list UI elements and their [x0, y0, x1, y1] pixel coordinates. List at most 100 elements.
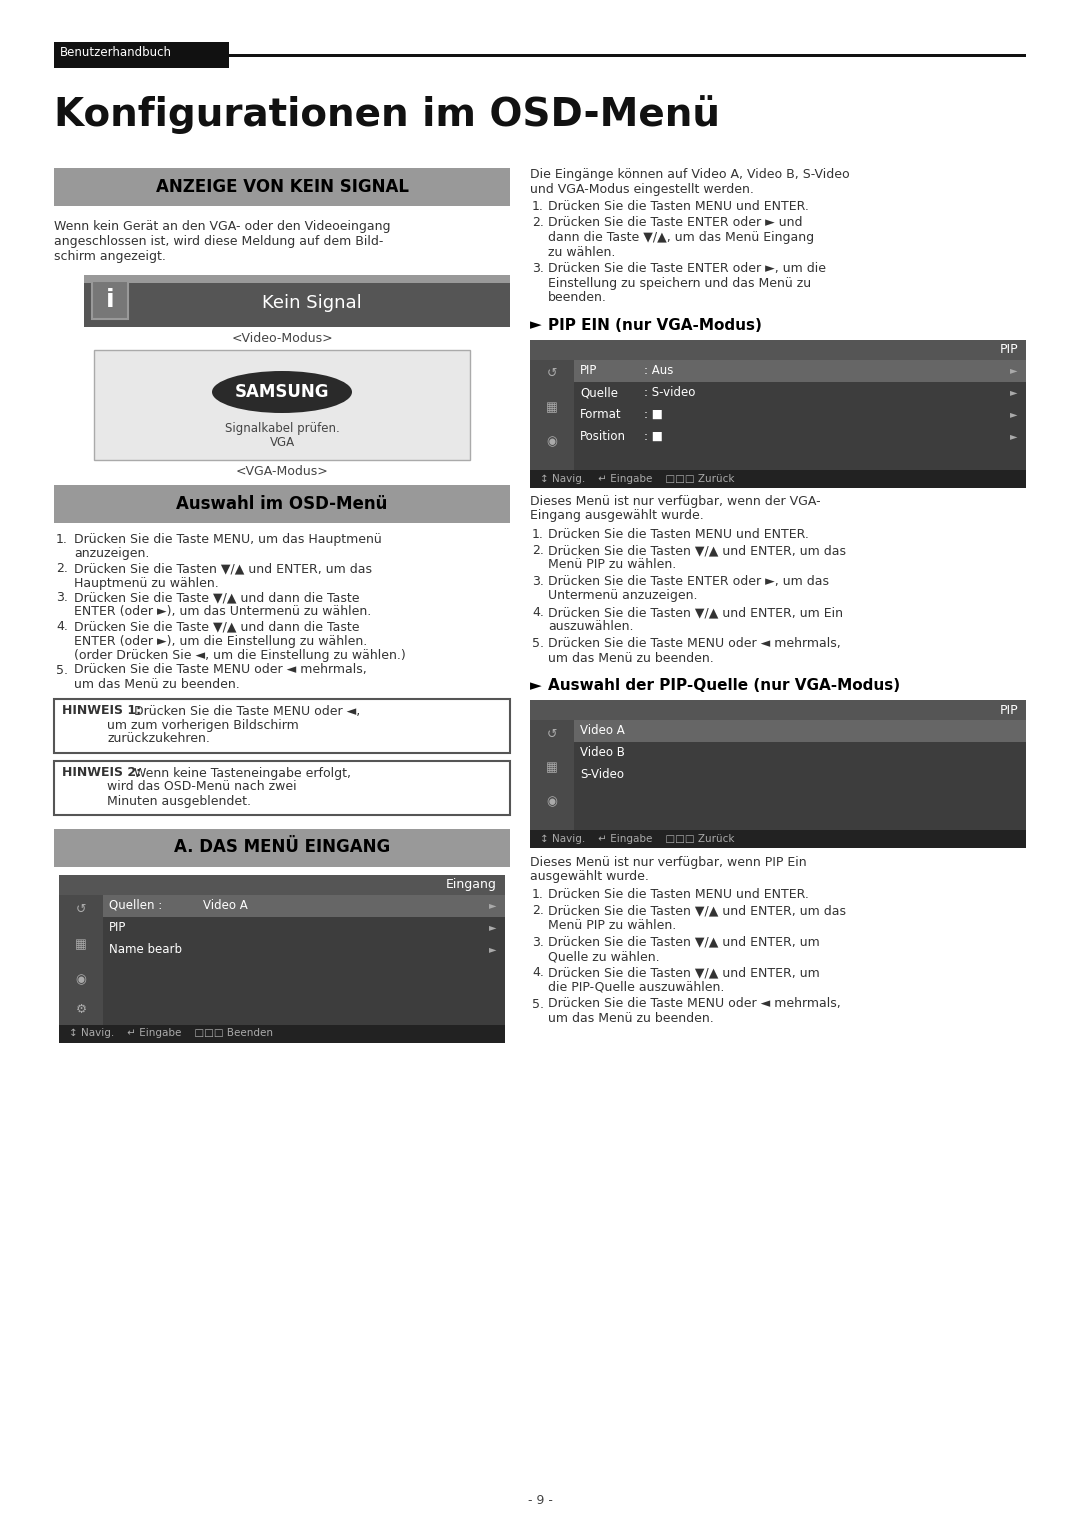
Text: schirm angezeigt.: schirm angezeigt.: [54, 250, 166, 264]
Text: : ■: : ■: [644, 430, 663, 443]
Text: 2.: 2.: [532, 544, 544, 556]
Text: Menü PIP zu wählen.: Menü PIP zu wählen.: [548, 558, 676, 572]
Bar: [229, 53, 1026, 56]
Text: ►: ►: [489, 922, 497, 933]
Text: HINWEIS 1:: HINWEIS 1:: [62, 704, 141, 718]
Text: Benutzerhandbuch: Benutzerhandbuch: [60, 46, 172, 59]
Text: Drücken Sie die Taste MENU oder ◄,: Drücken Sie die Taste MENU oder ◄,: [130, 704, 361, 718]
Text: PIP: PIP: [999, 704, 1018, 716]
Text: ◉: ◉: [76, 972, 86, 986]
Text: zurückzukehren.: zurückzukehren.: [107, 733, 210, 745]
Bar: [573, 360, 1026, 381]
Text: ↺: ↺: [546, 727, 557, 741]
Text: Hauptmenü zu wählen.: Hauptmenü zu wählen.: [75, 576, 219, 590]
Bar: [84, 274, 510, 283]
Text: Drücken Sie die Taste ENTER oder ►, um die: Drücken Sie die Taste ENTER oder ►, um d…: [548, 262, 826, 274]
Text: 5.: 5.: [56, 663, 68, 677]
Ellipse shape: [212, 370, 352, 413]
Text: Signalkabel prüfen.: Signalkabel prüfen.: [225, 422, 339, 434]
Text: : S-video: : S-video: [644, 386, 696, 399]
Text: 3.: 3.: [56, 591, 68, 604]
Text: 2.: 2.: [532, 905, 544, 917]
Text: um zum vorherigen Bildschirm: um zum vorherigen Bildschirm: [107, 718, 299, 732]
Text: PIP EIN (nur VGA-Modus): PIP EIN (nur VGA-Modus): [548, 317, 761, 332]
Text: ▦: ▦: [546, 762, 558, 774]
Bar: [54, 485, 510, 523]
Text: ↺: ↺: [546, 367, 557, 379]
Bar: [54, 698, 510, 753]
Text: ANZEIGE VON KEIN SIGNAL: ANZEIGE VON KEIN SIGNAL: [156, 178, 408, 197]
Text: Video B: Video B: [580, 747, 625, 759]
Bar: [92, 280, 129, 319]
Text: Die Eingänge können auf Video A, Video B, S-Video: Die Eingänge können auf Video A, Video B…: [530, 168, 850, 181]
Text: (order Drücken Sie ◄, um die Einstellung zu wählen.): (order Drücken Sie ◄, um die Einstellung…: [75, 649, 406, 661]
Text: ►: ►: [489, 945, 497, 954]
Bar: [530, 360, 1026, 469]
Text: Wenn kein Gerät an den VGA- oder den Videoeingang: Wenn kein Gerät an den VGA- oder den Vid…: [54, 219, 391, 233]
Text: Position: Position: [580, 430, 626, 443]
Text: Quellen :: Quellen :: [109, 899, 162, 911]
Bar: [0, 0, 1080, 69]
Text: ⚙: ⚙: [76, 1003, 86, 1017]
Text: Video A: Video A: [580, 724, 624, 738]
Text: Minuten ausgeblendet.: Minuten ausgeblendet.: [107, 794, 251, 808]
Bar: [530, 469, 1026, 488]
Text: Drücken Sie die Tasten ▼/▲ und ENTER, um Ein: Drücken Sie die Tasten ▼/▲ und ENTER, um…: [548, 607, 843, 619]
Text: Konfigurationen im OSD-Menü: Konfigurationen im OSD-Menü: [54, 94, 720, 134]
Text: Drücken Sie die Taste ENTER oder ►, um das: Drücken Sie die Taste ENTER oder ►, um d…: [548, 575, 829, 588]
Text: 1.: 1.: [56, 533, 68, 546]
Text: Drücken Sie die Taste MENU oder ◄ mehrmals,: Drücken Sie die Taste MENU oder ◄ mehrma…: [548, 637, 840, 651]
Text: auszuwählen.: auszuwählen.: [548, 620, 634, 634]
Text: angeschlossen ist, wird diese Meldung auf dem Bild-: angeschlossen ist, wird diese Meldung au…: [54, 235, 383, 248]
Text: Drücken Sie die Tasten ▼/▲ und ENTER, um das: Drücken Sie die Tasten ▼/▲ und ENTER, um…: [548, 905, 846, 917]
Text: Auswahl im OSD-Menü: Auswahl im OSD-Menü: [176, 495, 388, 514]
Text: Drücken Sie die Taste MENU oder ◄ mehrmals,: Drücken Sie die Taste MENU oder ◄ mehrma…: [548, 998, 840, 1010]
Text: Wenn keine Tasteneingabe erfolgt,: Wenn keine Tasteneingabe erfolgt,: [130, 767, 351, 779]
Text: 2.: 2.: [56, 562, 68, 575]
Text: ►: ►: [1010, 387, 1017, 398]
Text: Video A: Video A: [203, 899, 247, 911]
Text: PIP: PIP: [580, 364, 597, 376]
Text: ↕ Navig.    ↵ Eingabe    □□□ Zurück: ↕ Navig. ↵ Eingabe □□□ Zurück: [540, 474, 734, 483]
Text: Eingang ausgewählt wurde.: Eingang ausgewählt wurde.: [530, 509, 704, 523]
Bar: [54, 43, 229, 69]
Text: PIP: PIP: [999, 343, 1018, 357]
Bar: [530, 700, 1026, 719]
Text: ↕ Navig.    ↵ Eingabe    □□□ Beenden: ↕ Navig. ↵ Eingabe □□□ Beenden: [69, 1029, 273, 1038]
Bar: [59, 895, 505, 1024]
Text: ►: ►: [530, 678, 542, 693]
Bar: [54, 829, 510, 867]
Bar: [530, 831, 1026, 847]
Bar: [530, 360, 573, 469]
Text: 3.: 3.: [532, 262, 544, 274]
Text: um das Menü zu beenden.: um das Menü zu beenden.: [548, 651, 714, 664]
Text: VGA: VGA: [269, 436, 295, 450]
Text: Drücken Sie die Taste ENTER oder ► und: Drücken Sie die Taste ENTER oder ► und: [548, 216, 802, 230]
Text: Auswahl der PIP-Quelle (nur VGA-Modus): Auswahl der PIP-Quelle (nur VGA-Modus): [548, 678, 900, 693]
Text: Drücken Sie die Taste MENU, um das Hauptmenü: Drücken Sie die Taste MENU, um das Haupt…: [75, 533, 381, 546]
Text: ►: ►: [1010, 431, 1017, 442]
Text: um das Menü zu beenden.: um das Menü zu beenden.: [75, 678, 240, 690]
Text: 3.: 3.: [532, 575, 544, 588]
Text: i: i: [106, 288, 114, 312]
Text: ↺: ↺: [76, 904, 86, 916]
Bar: [54, 168, 510, 206]
Text: A. DAS MENÜ EINGANG: A. DAS MENÜ EINGANG: [174, 838, 390, 856]
Text: Drücken Sie die Taste ▼/▲ und dann die Taste: Drücken Sie die Taste ▼/▲ und dann die T…: [75, 591, 360, 604]
Text: ▦: ▦: [76, 937, 86, 951]
Text: Name bearb: Name bearb: [109, 943, 183, 956]
Text: Drücken Sie die Tasten ▼/▲ und ENTER, um: Drücken Sie die Tasten ▼/▲ und ENTER, um: [548, 966, 820, 980]
Text: ►: ►: [530, 317, 542, 332]
Bar: [103, 895, 505, 916]
Bar: [573, 719, 1026, 742]
Text: Menü PIP zu wählen.: Menü PIP zu wählen.: [548, 919, 676, 933]
Text: Drücken Sie die Tasten ▼/▲ und ENTER, um das: Drücken Sie die Tasten ▼/▲ und ENTER, um…: [548, 544, 846, 556]
Text: 1.: 1.: [532, 888, 544, 901]
Text: S-Video: S-Video: [580, 768, 624, 782]
Text: ◉: ◉: [546, 796, 557, 809]
Text: ↕ Navig.    ↵ Eingabe    □□□ Zurück: ↕ Navig. ↵ Eingabe □□□ Zurück: [540, 834, 734, 844]
Text: - 9 -: - 9 -: [527, 1494, 553, 1507]
Text: und VGA-Modus eingestellt werden.: und VGA-Modus eingestellt werden.: [530, 183, 754, 197]
Text: Format: Format: [580, 408, 622, 421]
Text: SAMSUNG: SAMSUNG: [234, 383, 329, 401]
